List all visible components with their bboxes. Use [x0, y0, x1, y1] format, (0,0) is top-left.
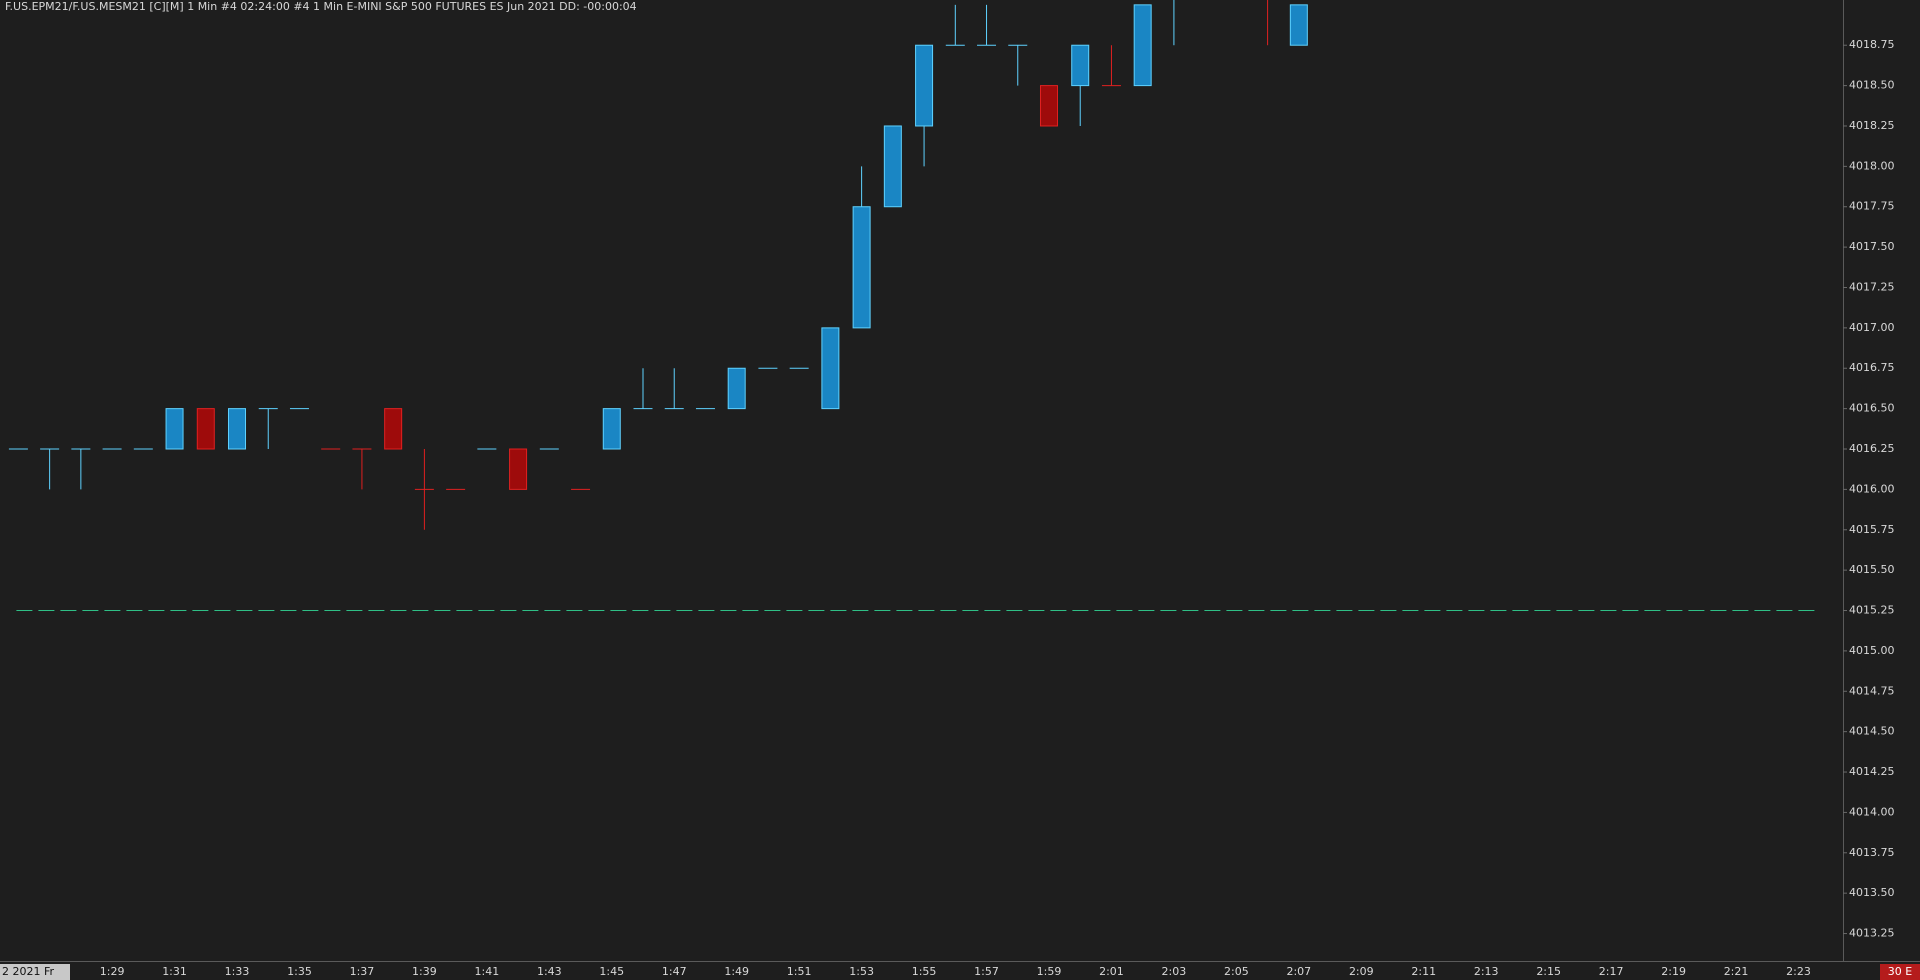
x-tick-label: 2:09 [1349, 965, 1374, 978]
y-tick-label: 4018.00 [1849, 159, 1895, 172]
y-tick-label: 4016.25 [1849, 442, 1895, 455]
y-tick-label: 4013.25 [1849, 927, 1895, 940]
y-tick-label: 4014.25 [1849, 765, 1895, 778]
x-tick-label: 1:31 [162, 965, 187, 978]
candle-body [602, 408, 621, 450]
candle-body [509, 448, 528, 490]
x-tick-label: 2:07 [1286, 965, 1311, 978]
x-tick-label: 1:35 [287, 965, 312, 978]
x-tick-label: 1:55 [912, 965, 937, 978]
y-tick-label: 4018.50 [1849, 79, 1895, 92]
y-tick-label: 4014.00 [1849, 805, 1895, 818]
x-tick-label: 1:41 [474, 965, 499, 978]
x-tick-label: 2:17 [1599, 965, 1624, 978]
x-tick-label: 2:19 [1661, 965, 1686, 978]
x-tick-label: 1:33 [225, 965, 250, 978]
y-tick-label: 4017.25 [1849, 280, 1895, 293]
y-tick-label: 4017.75 [1849, 200, 1895, 213]
x-tick-label: 2:23 [1786, 965, 1811, 978]
candle-body [196, 408, 215, 450]
y-tick-label: 4013.75 [1849, 846, 1895, 859]
x-tick-label: 1:57 [974, 965, 999, 978]
x-tick-label: 1:47 [662, 965, 687, 978]
corner-label-box [1880, 964, 1920, 980]
x-tick-label: 2:11 [1411, 965, 1436, 978]
x-tick-label: 1:37 [350, 965, 375, 978]
y-tick-label: 4018.75 [1849, 38, 1895, 51]
candle-body [852, 206, 871, 329]
x-tick-label: 1:45 [599, 965, 624, 978]
plot-area [8, 0, 1818, 612]
y-tick-label: 4015.00 [1849, 644, 1895, 657]
x-tick-label: 1:43 [537, 965, 562, 978]
candle-body [384, 408, 403, 450]
x-tick-label: 2:13 [1474, 965, 1499, 978]
x-tick-label: 1:51 [787, 965, 812, 978]
y-tick-label: 4013.50 [1849, 886, 1895, 899]
candle-body [165, 408, 184, 450]
y-tick-label: 4015.25 [1849, 604, 1895, 617]
y-tick-label: 4014.50 [1849, 725, 1895, 738]
corner-label: 30 E [1888, 965, 1912, 978]
candle-body [228, 408, 247, 450]
x-tick-label: 1:39 [412, 965, 437, 978]
candle-body [821, 327, 840, 410]
candle-body [915, 44, 934, 127]
candle-body [1071, 44, 1090, 87]
y-tick-label: 4017.50 [1849, 240, 1895, 253]
y-tick-label: 4017.00 [1849, 321, 1895, 334]
x-tick-label: 2:03 [1162, 965, 1187, 978]
x-tick-label: 1:59 [1037, 965, 1062, 978]
y-tick-label: 4018.25 [1849, 119, 1895, 132]
y-tick-label: 4016.50 [1849, 402, 1895, 415]
candle-body [1133, 4, 1152, 87]
date-label-box [0, 964, 70, 980]
y-tick-label: 4016.75 [1849, 361, 1895, 374]
x-tick-label: 1:49 [724, 965, 749, 978]
y-tick-label: 4014.75 [1849, 684, 1895, 697]
candle-body [727, 367, 746, 410]
y-tick-label: 4015.75 [1849, 523, 1895, 536]
x-tick-label: 2:01 [1099, 965, 1124, 978]
x-tick-label: 1:29 [100, 965, 125, 978]
chart-title: F.US.EPM21/F.US.MESM21 [C][M] 1 Min #4 0… [5, 0, 637, 13]
date-label: 2 2021 Fr [2, 965, 55, 978]
candle-body [1289, 4, 1308, 46]
y-tick-label: 4015.50 [1849, 563, 1895, 576]
candle-body [1039, 85, 1058, 127]
x-tick-label: 1:53 [849, 965, 874, 978]
x-tick-label: 2:21 [1724, 965, 1749, 978]
candle-body [883, 125, 902, 208]
x-tick-label: 2:05 [1224, 965, 1249, 978]
x-tick-label: 2:15 [1536, 965, 1561, 978]
y-tick-label: 4016.00 [1849, 482, 1895, 495]
